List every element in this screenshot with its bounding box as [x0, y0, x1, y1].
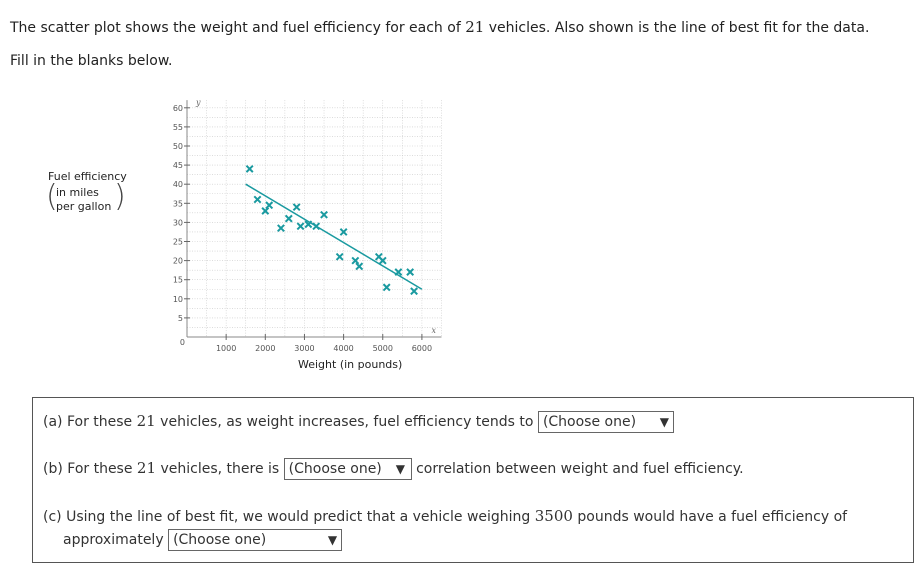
data-point [406, 268, 415, 276]
intro-count: 21 [465, 18, 485, 36]
left-paren: ( [46, 179, 58, 214]
question-b-after: vehicles, there is [156, 461, 280, 477]
y-tick-label: 20 [173, 257, 183, 266]
question-b-before: (b) For these [43, 461, 137, 477]
y-tick-label: 10 [173, 295, 183, 304]
y-axis-title-units: ( in miles per gallon ) [46, 182, 143, 214]
data-point [410, 287, 418, 296]
question-a: (a) For these 21 vehicles, as weight inc… [43, 411, 674, 433]
data-point [245, 165, 254, 173]
y-axis-title-line3: per gallon [56, 200, 112, 213]
intro-text: The scatter plot shows the weight and fu… [10, 18, 869, 36]
y-axis-title: Fuel efficiency ( in miles per gallon ) [46, 170, 143, 214]
data-point [335, 252, 344, 261]
y-tick-label: 40 [173, 180, 183, 189]
y-tick-label: 35 [173, 199, 183, 208]
data-point [261, 207, 270, 215]
x-tick-label: 4000 [333, 344, 353, 353]
data-point [253, 195, 262, 204]
x-tick-label: 5000 [373, 344, 393, 353]
question-b-select[interactable]: (Choose one) ▼ [283, 458, 412, 480]
y-axis-symbol: y [195, 98, 201, 107]
x-tick-label: 2000 [255, 344, 275, 353]
data-point [339, 228, 348, 236]
intro-before: The scatter plot shows the weight and fu… [10, 20, 466, 36]
question-c-before: (c) Using the line of best fit, we would… [43, 509, 535, 525]
data-point [292, 203, 301, 212]
y-tick-label: 5 [178, 314, 183, 323]
x-tick-label: 1000 [216, 344, 236, 353]
y-tick-label: 15 [173, 276, 183, 285]
dropdown-arrow-icon: ▼ [659, 415, 669, 429]
scatter-chart: 5 10 15 20 25 30 35 40 45 50 55 60 1000 2000 3000 4000 5… [173, 98, 442, 353]
data-point [351, 256, 360, 265]
origin-label: 0 [180, 338, 185, 347]
question-a-count: 21 [136, 412, 156, 430]
y-tick-label: 60 [173, 104, 183, 113]
data-point [378, 256, 387, 265]
data-point [312, 222, 321, 231]
question-a-after: vehicles, as weight increases, fuel effi… [155, 414, 534, 430]
question-c-after: pounds would have a fuel efficiency of [572, 509, 848, 525]
data-point [394, 268, 403, 276]
data-point [296, 222, 305, 231]
intro-after: vehicles. Also shown is the line of best… [484, 20, 870, 36]
question-b-tail: correlation between weight and fuel effi… [416, 461, 744, 477]
data-point [304, 220, 313, 229]
data-point [265, 201, 274, 210]
question-c-select[interactable]: (Choose one) ▼ [168, 529, 343, 551]
y-tick-label: 25 [173, 238, 183, 247]
data-point [277, 224, 285, 233]
question-c-select-value: (Choose one) [173, 532, 267, 548]
data-point [382, 283, 391, 292]
fit-line [245, 183, 423, 290]
y-tick-label: 50 [173, 142, 183, 151]
y-tick-label: 55 [173, 123, 183, 132]
y-tick-label: 45 [173, 161, 183, 170]
y-axis-title-line2: in miles [56, 186, 99, 199]
question-b: (b) For these 21 vehicles, there is (Cho… [43, 458, 744, 480]
question-b-select-value: (Choose one) [288, 461, 382, 477]
question-a-select-value: (Choose one) [542, 414, 637, 430]
question-c-weight: 3500 [534, 507, 573, 525]
x-tick-label: 3000 [294, 344, 314, 353]
data-point [355, 262, 364, 271]
data-point [284, 214, 293, 223]
question-b-count: 21 [136, 459, 157, 477]
question-c: (c) Using the line of best fit, we would… [43, 505, 847, 552]
y-axis-title-line1: Fuel efficiency [48, 170, 127, 183]
question-a-before: (a) For these [43, 414, 137, 430]
y-tick-label: 30 [173, 218, 183, 227]
data-point [320, 210, 328, 219]
dropdown-arrow-icon: ▼ [395, 462, 406, 476]
question-a-select[interactable]: (Choose one) ▼ [537, 411, 674, 433]
dropdown-arrow-icon: ▼ [327, 533, 338, 547]
x-axis-symbol: x [431, 326, 436, 335]
x-tick-label: 6000 [412, 344, 432, 353]
x-axis-title: Weight (in pounds) [298, 358, 403, 371]
right-paren: ) [114, 179, 126, 214]
fill-prompt: Fill in the blanks below. [10, 53, 173, 69]
question-c-line2: approximately [63, 532, 164, 548]
questions-panel: (a) For these 21 vehicles, as weight inc… [32, 397, 914, 563]
